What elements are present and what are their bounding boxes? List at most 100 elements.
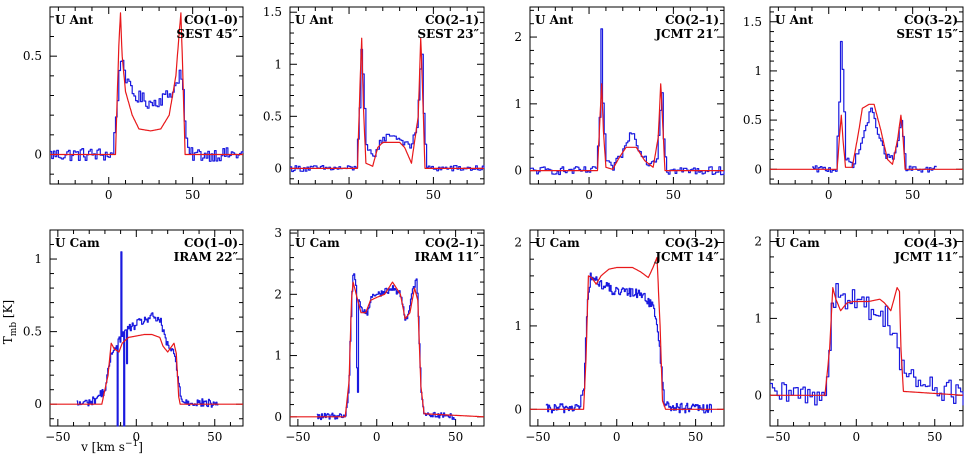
star-label: U Cam bbox=[55, 236, 100, 250]
chart-panel: 0 50 0 0.5 U Ant CO(1–0)SEST 45″ bbox=[23, 6, 244, 202]
x-tick-label: −50 bbox=[285, 430, 310, 444]
y-tick-label: 0 bbox=[274, 161, 282, 175]
transition-label: CO(1–0) bbox=[184, 236, 238, 250]
y-tick-label: 2 bbox=[754, 235, 762, 249]
x-tick-label: −50 bbox=[45, 430, 70, 444]
chart-panel: −50 0 50 0 1 2 U Cam CO(4–3)JCMT 11″ bbox=[754, 229, 964, 444]
x-tick-label: 50 bbox=[927, 430, 942, 444]
panel-frame bbox=[769, 229, 964, 427]
x-tick-label: 0 bbox=[825, 188, 833, 202]
panel-frame bbox=[289, 229, 485, 427]
observed-spectrum-line bbox=[530, 28, 725, 176]
panel-frame bbox=[769, 6, 964, 185]
y-axis-title-unit: [K] bbox=[1, 300, 15, 322]
model-spectrum-line bbox=[49, 12, 244, 156]
x-tick-label: 0 bbox=[613, 430, 621, 444]
y-tick-label: 0 bbox=[754, 388, 762, 402]
y-axis-title: Tmb [K] bbox=[1, 300, 19, 344]
telescope-label: JCMT 21″ bbox=[654, 27, 719, 41]
model-spectrum-line bbox=[769, 103, 964, 170]
transition-label: CO(3–2) bbox=[904, 13, 958, 27]
x-tick-label: 0 bbox=[373, 430, 381, 444]
x-tick-label: 50 bbox=[666, 188, 681, 202]
x-tick-label: 50 bbox=[688, 430, 703, 444]
y-axis-title-main: T bbox=[1, 336, 15, 344]
observed-spectrum-line bbox=[50, 59, 244, 162]
x-tick-label: −50 bbox=[765, 430, 790, 444]
star-label: U Cam bbox=[535, 236, 580, 250]
observed-spectrum-line bbox=[76, 251, 219, 427]
model-spectrum-line bbox=[529, 256, 725, 410]
star-label: U Cam bbox=[775, 236, 820, 250]
x-axis-title: v [km s−1] bbox=[80, 439, 143, 454]
y-tick-label: 0 bbox=[274, 410, 282, 424]
x-tick-label: 0 bbox=[852, 430, 860, 444]
chart-panel: 0 50 0 0.5 1 1.5 U Ant CO(2–1)SEST 23″ bbox=[263, 5, 485, 202]
x-tick-label: −50 bbox=[525, 430, 550, 444]
star-label: U Ant bbox=[535, 13, 574, 27]
y-tick-label: 0.5 bbox=[263, 109, 282, 123]
x-tick-label: 50 bbox=[426, 188, 441, 202]
y-tick-label: 0 bbox=[34, 148, 42, 162]
telescope-label: SEST 23″ bbox=[417, 27, 479, 41]
y-tick-label: 1.5 bbox=[743, 15, 762, 29]
chart-panel: −50 0 50 0 0.5 1 U Cam CO(1–0)IRAM 22″ bbox=[23, 229, 244, 444]
transition-label: CO(3–2) bbox=[665, 236, 719, 250]
x-tick-label: 50 bbox=[207, 430, 222, 444]
y-tick-label: 0.5 bbox=[23, 49, 42, 63]
star-label: U Ant bbox=[775, 13, 814, 27]
x-tick-label: 0 bbox=[345, 188, 353, 202]
telescope-label: JCMT 14″ bbox=[654, 250, 719, 264]
telescope-label: SEST 15″ bbox=[896, 27, 958, 41]
chart-panel: 0 50 0 0.5 1 1.5 U Ant CO(3–2)SEST 15″ bbox=[743, 6, 964, 202]
y-tick-label: 1 bbox=[274, 57, 282, 71]
y-tick-label: 1 bbox=[754, 311, 762, 325]
panel-frame bbox=[49, 229, 244, 427]
y-tick-label: 0 bbox=[514, 402, 522, 416]
observed-spectrum-line bbox=[812, 40, 937, 173]
observed-spectrum-line bbox=[545, 272, 712, 414]
telescope-label: SEST 45″ bbox=[176, 27, 238, 41]
y-tick-label: 0 bbox=[34, 397, 42, 411]
model-spectrum-line bbox=[289, 281, 485, 418]
model-spectrum-line bbox=[529, 83, 725, 172]
observed-spectrum-line bbox=[316, 273, 456, 421]
observed-spectrum-line bbox=[770, 283, 964, 406]
y-tick-label: 0.5 bbox=[743, 113, 762, 127]
y-tick-label: 0 bbox=[754, 162, 762, 176]
y-tick-label: 1 bbox=[754, 64, 762, 78]
x-tick-label: 0 bbox=[585, 188, 593, 202]
telescope-label: JCMT 11″ bbox=[893, 250, 958, 264]
x-axis-title-superscript: −1 bbox=[125, 439, 138, 449]
telescope-label: IRAM 11″ bbox=[415, 250, 480, 264]
y-tick-label: 1 bbox=[514, 319, 522, 333]
transition-label: CO(2–1) bbox=[425, 13, 479, 27]
transition-label: CO(1–0) bbox=[184, 13, 238, 27]
y-axis-title-subscript: mb bbox=[9, 322, 19, 337]
chart-panel: 0 50 0 1 2 U Ant CO(2–1)JCMT 21″ bbox=[514, 6, 725, 202]
transition-label: CO(2–1) bbox=[425, 236, 479, 250]
panel-frame bbox=[529, 6, 725, 185]
y-tick-label: 0.5 bbox=[23, 325, 42, 339]
y-tick-label: 1.5 bbox=[263, 5, 282, 19]
star-label: U Ant bbox=[55, 13, 94, 27]
x-axis-title-main: v [km s bbox=[80, 440, 125, 454]
model-spectrum-line bbox=[289, 37, 485, 169]
y-tick-label: 1 bbox=[274, 349, 282, 363]
y-tick-label: 1 bbox=[34, 252, 42, 266]
star-label: U Ant bbox=[295, 13, 334, 27]
panel-frame bbox=[529, 229, 725, 427]
y-tick-label: 2 bbox=[274, 287, 282, 301]
transition-label: CO(2–1) bbox=[665, 13, 719, 27]
x-tick-label: 0 bbox=[105, 188, 113, 202]
x-tick-label: 0 bbox=[132, 430, 140, 444]
observed-spectrum-line bbox=[290, 48, 485, 173]
y-tick-label: 1 bbox=[514, 97, 522, 111]
y-tick-label: 2 bbox=[514, 30, 522, 44]
telescope-label: IRAM 22″ bbox=[174, 250, 239, 264]
x-tick-label: 50 bbox=[448, 430, 463, 444]
